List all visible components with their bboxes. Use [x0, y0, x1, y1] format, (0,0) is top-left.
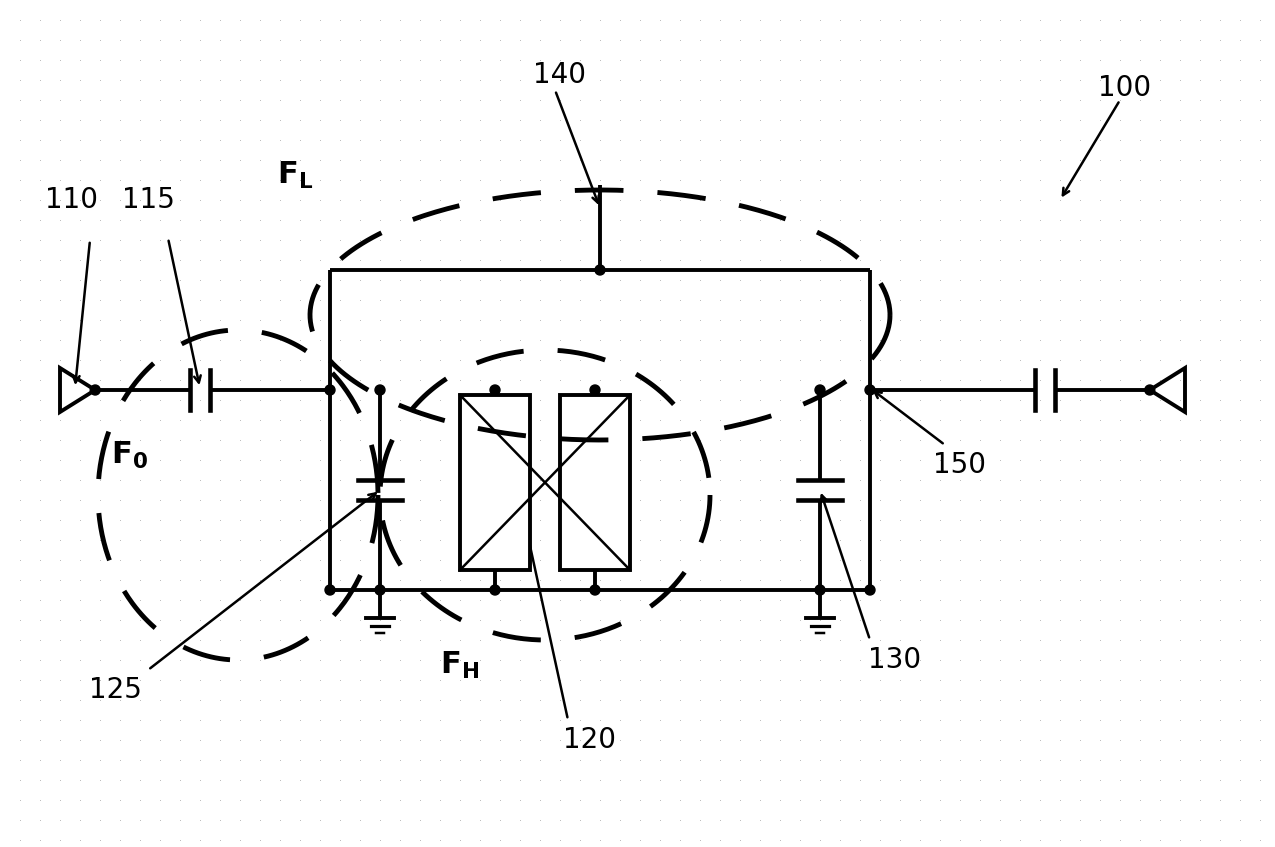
Circle shape — [490, 385, 500, 395]
Text: 120: 120 — [564, 726, 617, 754]
Bar — [460, 395, 530, 570]
Text: 130: 130 — [868, 646, 922, 674]
Circle shape — [91, 385, 101, 395]
Text: 110: 110 — [46, 186, 98, 214]
Circle shape — [490, 585, 500, 595]
Text: 140: 140 — [533, 61, 586, 89]
Text: 115: 115 — [121, 186, 175, 214]
Circle shape — [375, 585, 385, 595]
Circle shape — [590, 585, 601, 595]
Circle shape — [1145, 385, 1155, 395]
Text: 125: 125 — [88, 676, 142, 704]
Circle shape — [590, 385, 601, 395]
Text: $\mathbf{F_H}$: $\mathbf{F_H}$ — [440, 650, 479, 680]
Circle shape — [595, 265, 606, 275]
Bar — [560, 395, 630, 570]
Circle shape — [815, 385, 825, 395]
Circle shape — [864, 585, 875, 595]
Text: $\mathbf{F_0}$: $\mathbf{F_0}$ — [111, 440, 148, 471]
Circle shape — [815, 585, 825, 595]
Circle shape — [864, 385, 875, 395]
Circle shape — [325, 385, 335, 395]
Text: 150: 150 — [933, 451, 987, 479]
Circle shape — [325, 585, 335, 595]
Text: $\mathbf{F_L}$: $\mathbf{F_L}$ — [277, 159, 314, 191]
Circle shape — [375, 385, 385, 395]
Text: 100: 100 — [1099, 74, 1151, 102]
